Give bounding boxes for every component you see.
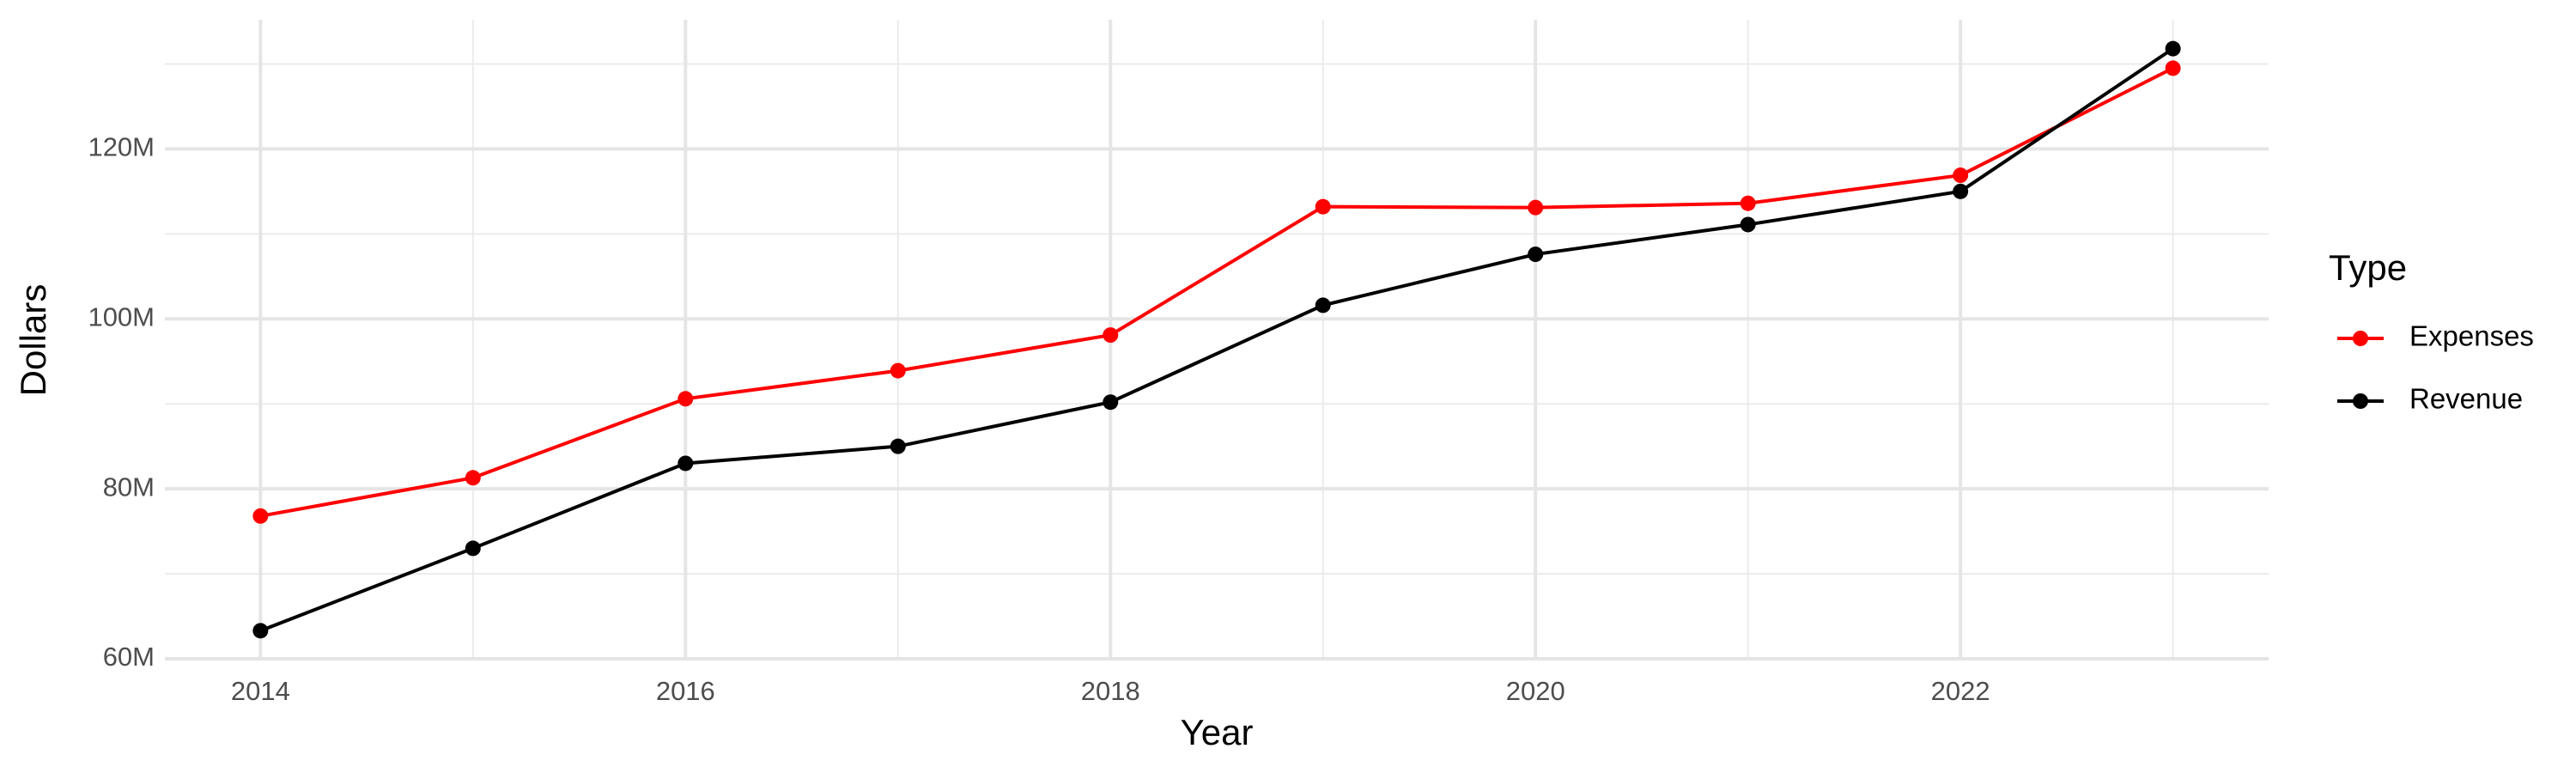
data-point: [1315, 198, 1331, 215]
data-point: [1528, 199, 1544, 216]
data-point: [252, 508, 269, 524]
series-line: [259, 46, 2174, 633]
legend-title: Type: [2329, 247, 2407, 288]
data-point: [1528, 247, 1544, 263]
data-point: [890, 438, 906, 454]
y-tick-label: 60M: [103, 642, 155, 672]
data-point: [1315, 297, 1331, 313]
y-tick-label: 80M: [103, 472, 155, 502]
data-point: [1740, 216, 1756, 233]
x-tick-label: 2022: [1931, 676, 1990, 706]
data-point: [890, 362, 906, 379]
legend-label: Expenses: [2409, 320, 2534, 352]
x-tick-label: 2016: [656, 676, 715, 706]
data-point: [465, 470, 481, 486]
data-point: [1103, 394, 1119, 411]
data-point: [677, 391, 694, 407]
series-line: [260, 66, 2174, 518]
legend-key-point: [2353, 331, 2368, 346]
legend-key-point: [2353, 393, 2368, 409]
data-point: [2165, 60, 2181, 76]
data-point: [1953, 167, 1969, 184]
data-point: [1953, 183, 1969, 199]
y-tick-label: 100M: [88, 301, 155, 332]
x-tick-label: 2014: [231, 676, 290, 706]
data-point: [1740, 195, 1756, 211]
data-point: [2165, 40, 2181, 57]
x-tick-label: 2020: [1506, 676, 1565, 706]
data-point: [677, 455, 694, 472]
data-point: [252, 623, 269, 639]
x-axis-title: Year: [1181, 712, 1254, 752]
legend-label: Revenue: [2409, 383, 2523, 415]
y-axis-title: Dollars: [13, 284, 53, 397]
y-tick-label: 120M: [88, 132, 155, 162]
x-tick-label: 2018: [1081, 676, 1140, 706]
data-point: [465, 540, 481, 557]
data-point: [1103, 327, 1119, 344]
